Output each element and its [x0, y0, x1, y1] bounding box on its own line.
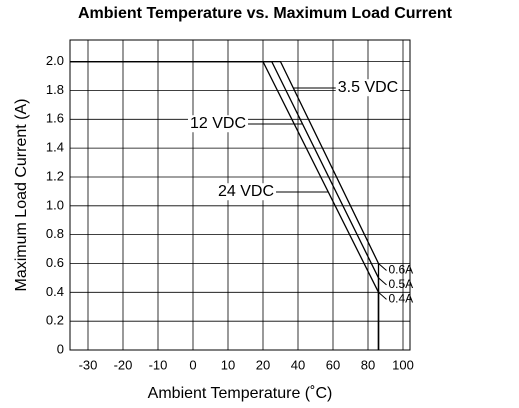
x-tick-label: 40 [291, 357, 305, 372]
legend-bg [335, 79, 401, 97]
x-tick-label: -30 [79, 357, 98, 372]
series-line [70, 60, 380, 350]
y-tick-label: 1.2 [46, 168, 64, 183]
value-leader [378, 263, 387, 271]
y-tick-label: 1.0 [46, 197, 64, 212]
x-tick-label: 100 [392, 357, 414, 372]
y-tick-label: 0.6 [46, 255, 64, 270]
x-tick-label: 10 [221, 357, 235, 372]
legend-label: 3.5 VDC [338, 79, 398, 96]
y-tick-label: 0.4 [46, 284, 64, 299]
legend-bg [187, 115, 249, 133]
y-tick-label: 1.8 [46, 82, 64, 97]
value-label: 0.6A [389, 263, 414, 277]
value-label: 0.5A [389, 277, 414, 291]
legend-label: 24 VDC [218, 183, 274, 200]
y-tick-label: 2.0 [46, 53, 64, 68]
x-tick-label: -20 [114, 357, 133, 372]
legend-label: 12 VDC [190, 115, 246, 132]
y-tick-label: 1.6 [46, 111, 64, 126]
y-axis-label: Maximum Load Current (A) [13, 99, 30, 292]
y-tick-label: 0 [57, 341, 64, 356]
y-tick-label: 0.8 [46, 226, 64, 241]
x-tick-label: 80 [361, 357, 375, 372]
value-leader [378, 277, 387, 286]
value-leader [378, 291, 387, 300]
x-axis-label: Ambient Temperature (˚C) [148, 385, 333, 402]
x-tick-label: 60 [326, 357, 340, 372]
y-tick-label: 0.2 [46, 313, 64, 328]
y-tick-label: 1.4 [46, 140, 64, 155]
x-tick-label: -10 [149, 357, 168, 372]
value-label: 0.4A [389, 291, 414, 305]
x-tick-label: 20 [256, 357, 270, 372]
legend-bg [215, 183, 277, 201]
x-tick-label: 0 [189, 357, 196, 372]
chart-title: Ambient Temperature vs. Maximum Load Cur… [78, 5, 453, 22]
